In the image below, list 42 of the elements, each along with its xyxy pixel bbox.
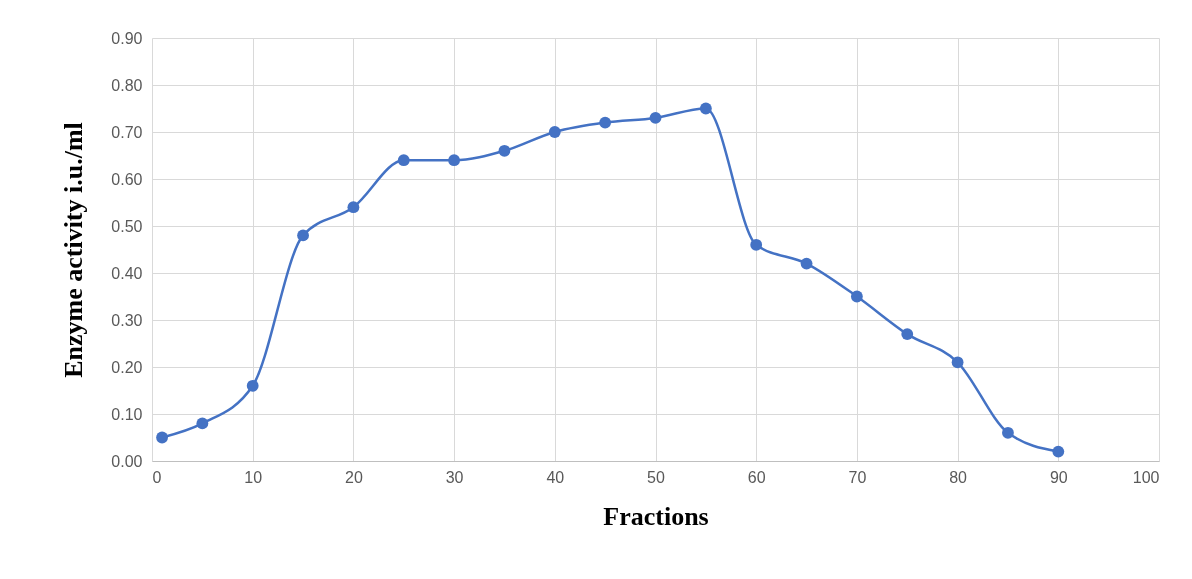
point <box>246 379 259 392</box>
point <box>850 290 863 303</box>
y-axis-title: Enzyme activity i.u./ml <box>59 122 89 378</box>
point <box>901 328 914 340</box>
point <box>498 144 511 157</box>
y-tick-label: 0.60 <box>111 170 143 188</box>
point <box>297 229 309 242</box>
x-tick-label: 0 <box>152 468 162 486</box>
y-tick-label: 0.30 <box>111 311 143 329</box>
y-tick-label: 0.40 <box>111 264 143 282</box>
point <box>1052 445 1065 458</box>
x-tick-label: 40 <box>546 468 565 486</box>
point <box>548 126 561 138</box>
x-tick-label: 90 <box>1049 468 1068 486</box>
x-tick-label: 30 <box>445 468 464 486</box>
x-tick-label: 100 <box>1132 468 1160 486</box>
point <box>397 154 410 167</box>
point <box>750 238 763 251</box>
y-tick-label: 0.80 <box>111 76 143 94</box>
point <box>347 201 360 214</box>
x-tick-label: 10 <box>244 468 263 486</box>
y-tick-label: 0.50 <box>111 217 143 235</box>
y-tick-label: 0.20 <box>111 358 143 376</box>
x-tick-label: 50 <box>647 468 665 486</box>
point <box>196 417 209 430</box>
point <box>800 257 813 270</box>
x-tick-label: 20 <box>345 468 363 486</box>
y-tick-label: 0.10 <box>111 405 143 423</box>
point <box>599 116 612 129</box>
y-tick-label: 0.00 <box>111 452 143 470</box>
point <box>156 431 168 444</box>
y-tick-label: 0.70 <box>111 123 143 141</box>
x-tick-label: 60 <box>747 468 766 486</box>
point <box>649 112 662 124</box>
y-tick-label: 0.90 <box>111 29 143 47</box>
point <box>1002 426 1014 439</box>
x-tick-label: 80 <box>949 468 968 486</box>
point <box>448 154 461 167</box>
point <box>699 102 712 115</box>
x-tick-label: 70 <box>848 468 867 486</box>
point <box>951 356 964 369</box>
x-axis-title: Fractions <box>603 501 709 531</box>
